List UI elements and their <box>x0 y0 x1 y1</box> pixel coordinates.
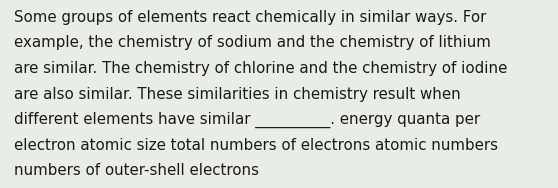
Text: are also similar. These similarities in chemistry result when: are also similar. These similarities in … <box>14 86 461 102</box>
Text: numbers of outer-shell electrons: numbers of outer-shell electrons <box>14 163 259 178</box>
Text: different elements have similar __________. energy quanta per: different elements have similar ________… <box>14 112 480 128</box>
Text: example, the chemistry of sodium and the chemistry of lithium: example, the chemistry of sodium and the… <box>14 36 491 51</box>
Text: Some groups of elements react chemically in similar ways. For: Some groups of elements react chemically… <box>14 10 487 25</box>
Text: are similar. The chemistry of chlorine and the chemistry of iodine: are similar. The chemistry of chlorine a… <box>14 61 507 76</box>
Text: electron atomic size total numbers of electrons atomic numbers: electron atomic size total numbers of el… <box>14 137 498 152</box>
